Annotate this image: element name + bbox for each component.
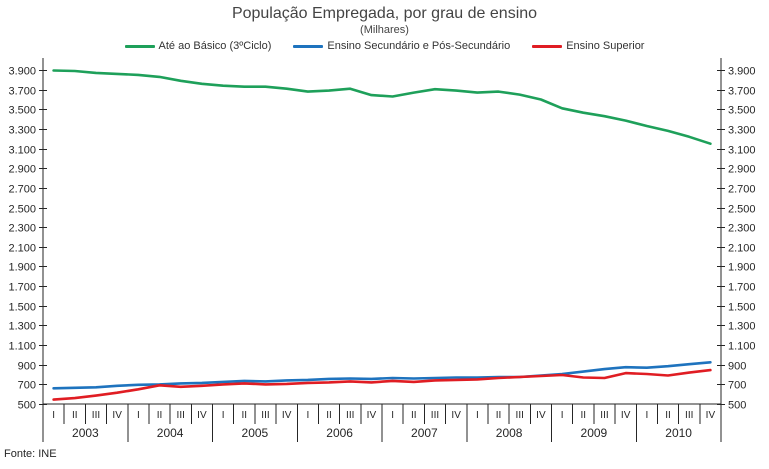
y-axis-label-left: 3.900 [8,66,36,78]
y-axis-label-right: 2.300 [728,223,756,235]
quarter-label: I [52,410,55,421]
quarter-label: I [476,410,479,421]
y-axis-label-right: 700 [728,380,746,392]
legend-swatch-secundario [293,44,324,48]
legend-label-basico: Até ao Básico (3ºCiclo) [158,40,272,52]
legend-item-secundario: Ensino Secundário e Pós-Secundário [293,40,510,52]
page-subtitle: (Milhares) [360,24,409,36]
year-label: 2010 [665,426,692,440]
y-axis-label-right: 3.700 [728,86,756,98]
quarter-label: II [157,410,163,421]
quarter-label: III [600,410,608,421]
y-axis-label-right: 2.700 [728,184,756,196]
quarter-label: III [346,410,354,421]
year-label: 2006 [326,426,353,440]
y-axis-label-right: 1.500 [728,302,756,314]
quarter-label: III [261,410,269,421]
quarter-label: II [242,410,248,421]
quarter-label: IV [197,410,207,421]
y-axis-label-right: 500 [728,400,746,412]
quarter-label: III [685,410,693,421]
y-axis-label-left: 1.900 [8,262,36,274]
y-axis-label-right: 1.100 [728,341,756,353]
y-axis-label-left: 500 [18,400,36,412]
y-axis-label-left: 3.500 [8,105,36,117]
series-line-secundario [52,360,712,390]
y-axis-label-right: 2.100 [728,243,756,255]
quarter-label: III [92,410,100,421]
y-axis-label-left: 2.100 [8,243,36,255]
legend-item-superior: Ensino Superior [532,40,644,52]
quarter-label: I [391,410,394,421]
source-note: Fonte: INE [4,448,57,460]
quarter-label: III [177,410,185,421]
legend-label-secundario: Ensino Secundário e Pós-Secundário [327,40,511,52]
legend-swatch-basico [124,44,155,48]
quarter-label: II [72,410,78,421]
chart-legend: Até ao Básico (3ºCiclo) Ensino Secundári… [0,40,769,52]
quarter-label: IV [536,410,546,421]
quarter-label: IV [367,410,377,421]
y-axis-label-left: 1.100 [8,341,36,353]
y-axis-label-left: 2.700 [8,184,36,196]
legend-item-basico: Até ao Básico (3ºCiclo) [124,40,272,52]
quarter-label: II [326,410,332,421]
y-axis-label-right: 900 [728,361,746,373]
y-axis-label-left: 2.900 [8,164,36,176]
y-axis-label-left: 3.100 [8,145,36,157]
y-axis-label-left: 3.700 [8,86,36,98]
y-axis-label-left: 1.700 [8,282,36,294]
quarter-label: IV [706,410,716,421]
quarter-label: III [516,410,524,421]
y-axis-label-left: 1.500 [8,302,36,314]
y-axis-label-right: 2.500 [728,204,756,216]
quarter-label: I [561,410,564,421]
y-axis-label-left: 900 [18,361,36,373]
y-axis-label-right: 3.900 [728,66,756,78]
series-line-superior [52,368,712,401]
y-axis-label-right: 2.900 [728,164,756,176]
y-axis-label-right: 1.300 [728,321,756,333]
quarter-label: II [665,410,671,421]
quarter-label: I [645,410,648,421]
quarter-label: II [496,410,502,421]
year-label: 2004 [157,426,184,440]
y-axis-label-right: 1.700 [728,282,756,294]
year-label: 2008 [496,426,523,440]
quarter-label: IV [621,410,631,421]
year-label: 2003 [72,426,99,440]
quarter-label: IV [112,410,122,421]
year-label: 2005 [242,426,269,440]
y-axis-label-right: 1.900 [728,262,756,274]
quarter-label: I [306,410,309,421]
y-axis-label-left: 1.300 [8,321,36,333]
y-axis-label-left: 2.300 [8,223,36,235]
legend-swatch-superior [532,44,563,48]
page-title: População Empregada, por grau de ensino [231,5,538,22]
y-axis-label-left: 700 [18,380,36,392]
y-axis-label-right: 3.300 [728,125,756,137]
quarter-label: I [137,410,140,421]
quarter-label: I [222,410,225,421]
year-label: 2009 [581,426,608,440]
quarter-label: II [581,410,587,421]
y-axis-label-left: 2.500 [8,204,36,216]
y-axis-label-right: 3.500 [728,105,756,117]
y-axis-label-left: 3.300 [8,125,36,137]
quarter-label: IV [451,410,461,421]
quarter-label: II [411,410,417,421]
legend-label-superior: Ensino Superior [566,40,645,52]
quarter-label: III [431,410,439,421]
quarter-label: IV [282,410,292,421]
series-line-basico [52,69,712,145]
year-label: 2007 [411,426,438,440]
y-axis-label-right: 3.100 [728,145,756,157]
